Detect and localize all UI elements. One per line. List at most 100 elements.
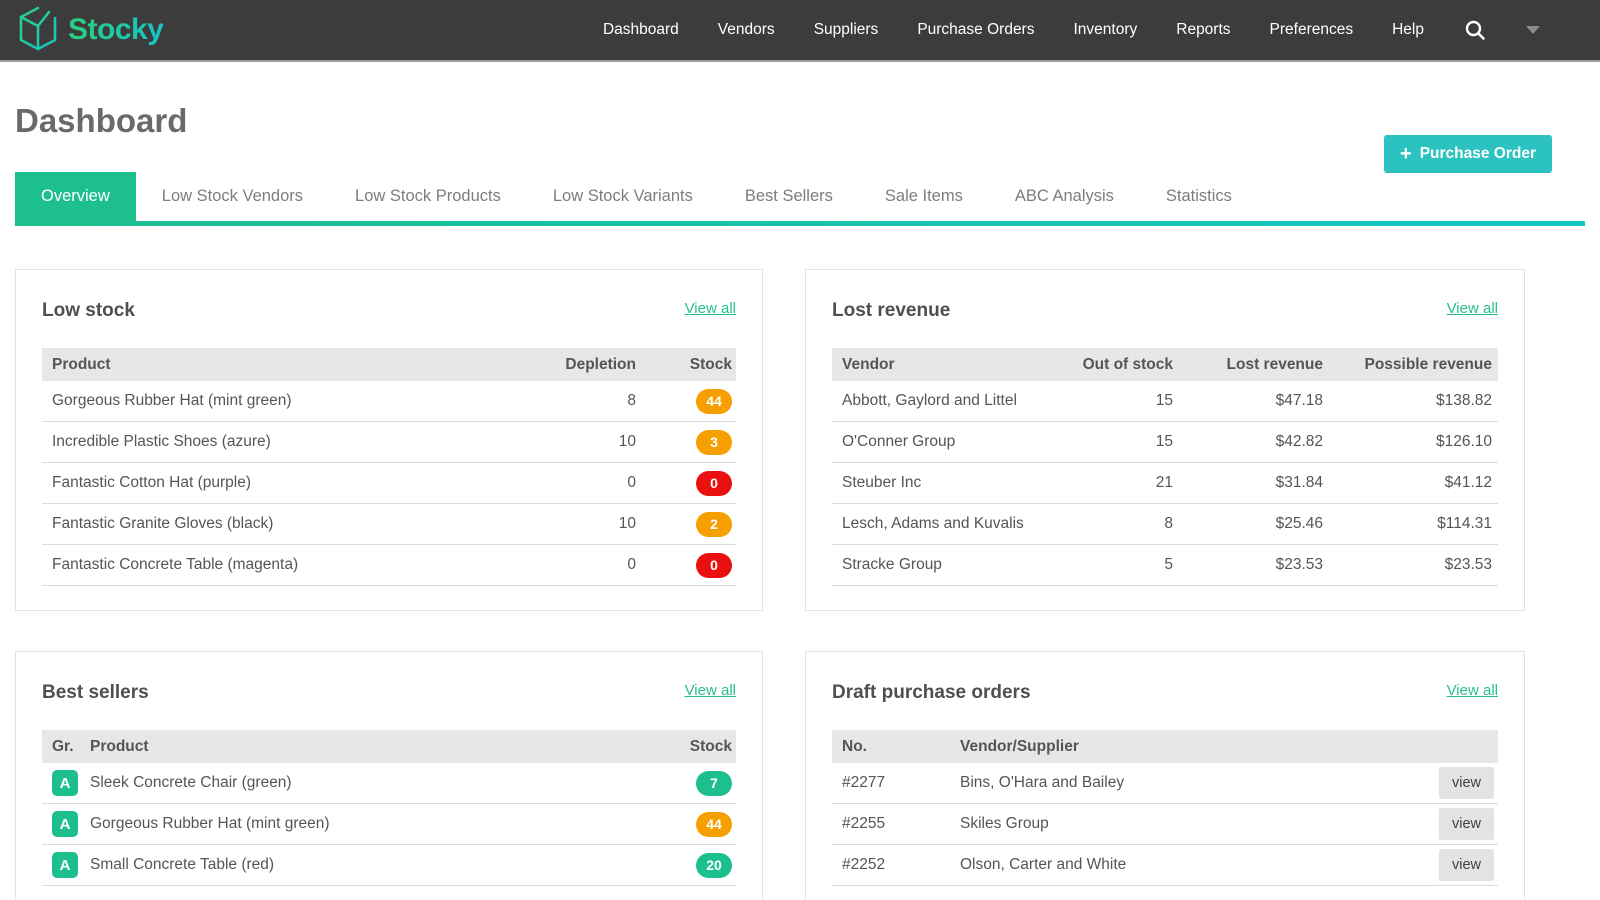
brand-logo[interactable]: Stocky <box>16 5 164 56</box>
grade-badge: A <box>52 770 78 796</box>
view-all-link[interactable]: View all <box>684 300 736 317</box>
tab-low-stock-vendors[interactable]: Low Stock Vendors <box>161 187 304 205</box>
table-row[interactable]: A Gorgeous Rubber Hat (mint green) 44 <box>42 804 736 845</box>
view-button[interactable]: view <box>1438 767 1494 799</box>
stock-badge: 0 <box>696 470 732 496</box>
view-button[interactable]: view <box>1438 849 1494 881</box>
table-row[interactable]: O'Conner Group 15 $42.82 $126.10 <box>832 422 1498 463</box>
table-header: Vendor Out of stock Lost revenue Possibl… <box>832 348 1498 381</box>
tab-low-stock-products[interactable]: Low Stock Products <box>355 187 501 205</box>
panel-title: Draft purchase orders <box>832 682 1031 703</box>
column-stock: Stock <box>689 737 732 755</box>
table-row[interactable]: Fantastic Cotton Hat (purple) 0 0 <box>42 463 736 504</box>
nav-item-purchase-orders[interactable]: Purchase Orders <box>917 21 1035 38</box>
view-button[interactable]: view <box>1438 808 1494 840</box>
tabs-underline <box>15 221 1585 226</box>
out-of-stock-value: 15 <box>1155 433 1173 450</box>
view-all-link[interactable]: View all <box>1446 682 1498 699</box>
stock-badge: 3 <box>696 429 732 455</box>
page-header: Dashboard + Purchase Order <box>0 102 1600 173</box>
page-title: Dashboard <box>15 102 188 139</box>
lost-revenue-value: $42.82 <box>1275 433 1323 450</box>
vendor-name: Steuber Inc <box>842 474 922 491</box>
lost-revenue-value: $23.53 <box>1275 556 1323 573</box>
grade-badge: A <box>52 811 78 837</box>
view-all-link[interactable]: View all <box>1446 300 1498 317</box>
vendor-name: O'Conner Group <box>842 433 956 450</box>
nav-item-suppliers[interactable]: Suppliers <box>813 21 879 38</box>
table-row[interactable]: Abbott, Gaylord and Littel 15 $47.18 $13… <box>832 381 1498 422</box>
table-row[interactable]: Steuber Inc 21 $31.84 $41.12 <box>832 463 1498 504</box>
table-row[interactable]: Stracke Group 5 $23.53 $23.53 <box>832 545 1498 586</box>
chevron-down-icon[interactable] <box>1526 26 1540 34</box>
tab-abc-analysis[interactable]: ABC Analysis <box>1014 187 1114 205</box>
table-row[interactable]: Fantastic Granite Gloves (black) 10 2 <box>42 504 736 545</box>
search-icon[interactable] <box>1464 19 1486 41</box>
nav-item-reports[interactable]: Reports <box>1176 21 1231 38</box>
table-header: Gr. Product Stock <box>42 730 736 763</box>
possible-revenue-value: $23.53 <box>1444 556 1492 573</box>
product-name: Fantastic Cotton Hat (purple) <box>52 474 252 491</box>
dashboard-tabs: Overview Low Stock Vendors Low Stock Pro… <box>0 172 1600 226</box>
product-name: Sleek Concrete Chair (green) <box>90 774 292 791</box>
tab-sale-items[interactable]: Sale Items <box>884 187 963 205</box>
possible-revenue-value: $114.31 <box>1437 515 1492 532</box>
stock-badge: 20 <box>696 852 732 878</box>
nav-item-vendors[interactable]: Vendors <box>717 21 775 38</box>
vendor-name: Abbott, Gaylord and Littel <box>842 392 1017 409</box>
tab-low-stock-variants[interactable]: Low Stock Variants <box>552 187 693 205</box>
table-row[interactable]: #2252 Olson, Carter and White view <box>832 845 1498 886</box>
out-of-stock-value: 8 <box>1164 515 1173 532</box>
possible-revenue-value: $126.10 <box>1435 433 1492 450</box>
lost-revenue-table: Vendor Out of stock Lost revenue Possibl… <box>832 348 1498 586</box>
out-of-stock-value: 5 <box>1164 556 1173 573</box>
new-purchase-order-button[interactable]: + Purchase Order <box>1384 135 1552 173</box>
column-vendor-supplier: Vendor/Supplier <box>960 737 1079 755</box>
stock-badge: 2 <box>696 511 732 537</box>
table-row[interactable]: #2277 Bins, O'Hara and Bailey view <box>832 763 1498 804</box>
column-out-of-stock: Out of stock <box>1082 355 1173 373</box>
product-name: Fantastic Granite Gloves (black) <box>52 515 274 532</box>
panel-title: Lost revenue <box>832 300 951 321</box>
nav-item-preferences[interactable]: Preferences <box>1269 21 1354 38</box>
view-all-link[interactable]: View all <box>684 682 736 699</box>
lost-revenue-value: $25.46 <box>1275 515 1323 532</box>
table-row[interactable]: A Sleek Concrete Chair (green) 7 <box>42 763 736 804</box>
table-row[interactable]: Incredible Plastic Shoes (azure) 10 3 <box>42 422 736 463</box>
product-name: Fantastic Concrete Table (magenta) <box>52 556 299 573</box>
column-stock: Stock <box>689 355 732 373</box>
tab-overview[interactable]: Overview <box>15 172 136 221</box>
possible-revenue-value: $41.12 <box>1444 474 1492 491</box>
stocky-box-icon <box>16 5 60 56</box>
table-row[interactable]: Gorgeous Rubber Hat (mint green) 8 44 <box>42 381 736 422</box>
column-grade: Gr. <box>52 737 74 755</box>
table-header: Product Depletion Stock <box>42 348 736 381</box>
top-navbar: Stocky Dashboard Vendors Suppliers Purch… <box>0 0 1600 62</box>
tab-statistics[interactable]: Statistics <box>1165 187 1232 205</box>
lost-revenue-value: $47.18 <box>1275 392 1323 409</box>
table-row[interactable]: A Small Concrete Table (red) 20 <box>42 845 736 886</box>
table-row[interactable]: #2255 Skiles Group view <box>832 804 1498 845</box>
best-sellers-panel: Best sellers View all Gr. Product Stock … <box>15 651 763 900</box>
nav-item-inventory[interactable]: Inventory <box>1073 21 1138 38</box>
out-of-stock-value: 15 <box>1155 392 1173 409</box>
tab-best-sellers[interactable]: Best Sellers <box>744 187 833 205</box>
panel-title: Best sellers <box>42 682 149 703</box>
product-name: Gorgeous Rubber Hat (mint green) <box>90 815 330 832</box>
vendor-supplier-name: Skiles Group <box>960 815 1049 832</box>
stock-badge: 0 <box>696 552 732 578</box>
nav-item-dashboard[interactable]: Dashboard <box>602 21 679 38</box>
nav-menu: Dashboard Vendors Suppliers Purchase Ord… <box>603 21 1424 39</box>
depletion-value: 0 <box>627 474 636 491</box>
column-product: Product <box>52 355 111 373</box>
out-of-stock-value: 21 <box>1155 474 1173 491</box>
nav-item-help[interactable]: Help <box>1392 21 1424 38</box>
panel-title: Low stock <box>42 300 135 321</box>
table-header: No. Vendor/Supplier <box>832 730 1498 763</box>
best-sellers-table: Gr. Product Stock A Sleek Concrete Chair… <box>42 730 736 886</box>
table-row[interactable]: Fantastic Concrete Table (magenta) 0 0 <box>42 545 736 586</box>
po-number: #2255 <box>842 815 886 832</box>
table-row[interactable]: Lesch, Adams and Kuvalis 8 $25.46 $114.3… <box>832 504 1498 545</box>
lost-revenue-panel: Lost revenue View all Vendor Out of stoc… <box>805 269 1525 611</box>
vendor-supplier-name: Bins, O'Hara and Bailey <box>960 774 1125 791</box>
